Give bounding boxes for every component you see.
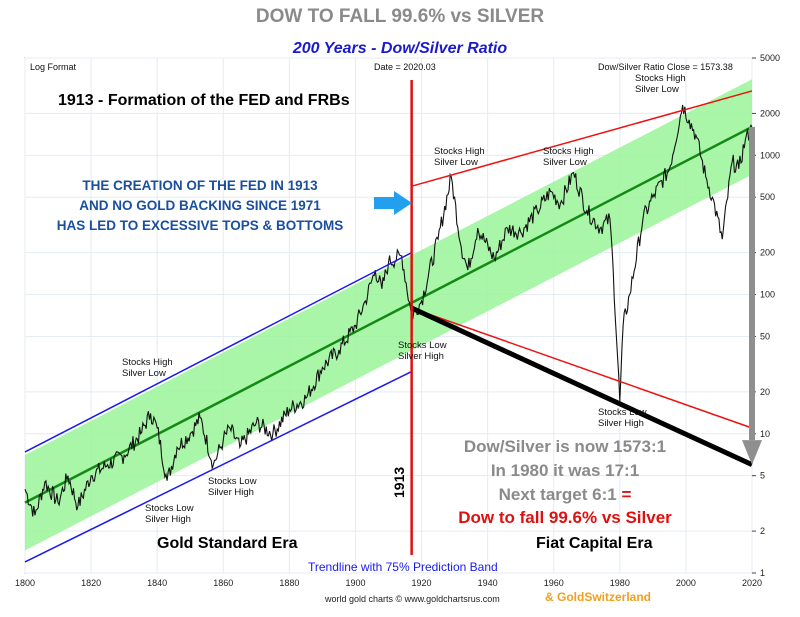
annotation-low-1980: Stocks Low Silver High bbox=[598, 407, 647, 429]
annotation-peak-1929: Stocks High Silver Low bbox=[434, 146, 485, 168]
fed-text-line: AND NO GOLD BACKING SINCE 1971 bbox=[79, 198, 321, 213]
brand: & GoldSwitzerland bbox=[545, 590, 652, 604]
close-label: Dow/Silver Ratio Close = 1573.38 bbox=[598, 62, 733, 72]
blue-arrow-icon bbox=[374, 191, 412, 215]
channel-fiat-upper bbox=[411, 90, 753, 187]
x-tick-label: 1800 bbox=[15, 578, 35, 588]
y-tick-label: 10 bbox=[760, 429, 770, 439]
annotation-peak-1966: Stocks High Silver Low bbox=[543, 146, 594, 168]
x-tick-label: 1840 bbox=[147, 578, 167, 588]
fed-text-line: THE CREATION OF THE FED IN 1913 bbox=[82, 178, 318, 193]
trendline-label: Trendline with 75% Prediction Band bbox=[308, 560, 498, 574]
annotation-low-1857: Stocks Low Silver High bbox=[208, 476, 257, 498]
channel-gold-standard-upper bbox=[24, 251, 412, 453]
y-tick-label: 500 bbox=[760, 192, 775, 202]
x-tick-label: 1820 bbox=[81, 578, 101, 588]
y-tick-label: 1000 bbox=[760, 150, 780, 160]
y-tick-label: 200 bbox=[760, 248, 775, 258]
y-tick-label: 100 bbox=[760, 290, 775, 300]
y-tick-label: 1 bbox=[760, 568, 765, 578]
y-tick-label: 2000 bbox=[760, 108, 780, 118]
x-tick-label: 1980 bbox=[610, 578, 630, 588]
fed-text: THE CREATION OF THE FED IN 1913 AND NO G… bbox=[30, 176, 370, 236]
down-arrow-icon bbox=[742, 440, 762, 465]
target-text: Next target 6:1 = bbox=[498, 485, 632, 504]
annotation-peak-2000: Stocks High Silver Low bbox=[635, 73, 686, 95]
x-tick-label: 1960 bbox=[544, 578, 564, 588]
y-tick-label: 50 bbox=[760, 331, 770, 341]
fiat-era-label: Fiat Capital Era bbox=[536, 535, 653, 552]
annotation-peak-1835: Stocks High Silver Low bbox=[122, 357, 173, 379]
y-tick-label: 5 bbox=[760, 471, 765, 481]
x-tick-label: 1880 bbox=[279, 578, 299, 588]
down-arrow-shaft bbox=[749, 126, 755, 441]
x-tick-label: 1900 bbox=[345, 578, 365, 588]
chart-subtitle: 200 Years - Dow/Silver Ratio bbox=[292, 40, 508, 57]
fed-year-label: 1913 bbox=[391, 466, 407, 498]
x-tick-label: 1940 bbox=[478, 578, 498, 588]
now-text: Dow/Silver is now 1573:1 bbox=[463, 437, 667, 456]
fall-text: Dow to fall 99.6% vs Silver bbox=[458, 508, 672, 527]
annotation-low-1917: Stocks Low Silver High bbox=[398, 340, 447, 362]
date-label: Date = 2020.03 bbox=[374, 62, 436, 72]
main-title: DOW TO FALL 99.6% vs SILVER bbox=[255, 6, 545, 27]
y-tick-label: 5000 bbox=[760, 53, 780, 63]
fed-title: 1913 - Formation of the FED and FRBs bbox=[58, 92, 350, 109]
channel-fiat-lower bbox=[411, 307, 753, 429]
y-tick-label: 20 bbox=[760, 387, 770, 397]
channel-gold-standard-lower bbox=[24, 370, 412, 563]
x-tick-label: 1920 bbox=[412, 578, 432, 588]
ratio-series-line bbox=[24, 104, 753, 517]
y-tick-label: 2 bbox=[760, 526, 765, 536]
trendline bbox=[24, 125, 753, 504]
annotation-low-1843: Stocks Low Silver High bbox=[145, 503, 194, 525]
x-tick-label: 1860 bbox=[213, 578, 233, 588]
channel-target-trend bbox=[410, 305, 754, 467]
credit: world gold charts © www.goldchartsrus.co… bbox=[325, 594, 500, 604]
gold-era-label: Gold Standard Era bbox=[157, 535, 298, 552]
scale-label: Log Format bbox=[30, 62, 77, 72]
x-tick-label: 2000 bbox=[676, 578, 696, 588]
x-tick-label: 2020 bbox=[742, 578, 762, 588]
fed-text-line: HAS LED TO EXCESSIVE TOPS & BOTTOMS bbox=[56, 218, 344, 233]
1980-text: In 1980 it was 17:1 bbox=[490, 461, 640, 480]
